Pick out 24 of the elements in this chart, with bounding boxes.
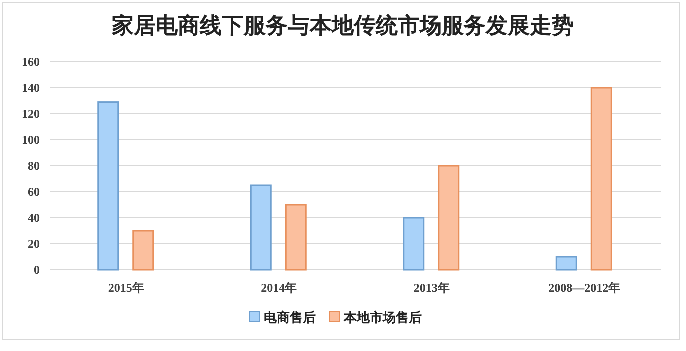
bar bbox=[98, 102, 120, 271]
bar bbox=[590, 87, 612, 271]
legend-label: 电商售后 bbox=[264, 310, 316, 325]
bar bbox=[438, 165, 460, 271]
legend-label: 本地市场售后 bbox=[343, 310, 422, 325]
y-tick-label: 100 bbox=[22, 133, 40, 147]
y-tick-label: 160 bbox=[22, 55, 40, 69]
x-tick-label: 2013年 bbox=[414, 281, 450, 295]
x-tick-label: 2015年 bbox=[108, 281, 144, 295]
bar bbox=[250, 184, 272, 271]
y-tick-label: 140 bbox=[22, 81, 40, 95]
chart-title: 家居电商线下服务与本地传统市场服务发展走势 bbox=[111, 13, 574, 38]
bar bbox=[285, 204, 307, 271]
y-tick-label: 20 bbox=[28, 237, 40, 251]
y-tick-label: 40 bbox=[28, 211, 40, 225]
y-tick-label: 60 bbox=[28, 185, 40, 199]
y-tick-label: 80 bbox=[28, 159, 40, 173]
y-tick-label: 0 bbox=[34, 263, 40, 277]
x-tick-label: 2008—2012年 bbox=[548, 281, 621, 295]
bar bbox=[556, 256, 578, 271]
bar bbox=[132, 230, 154, 271]
bar bbox=[403, 217, 425, 271]
x-tick-label: 2014年 bbox=[261, 281, 298, 295]
y-tick-label: 120 bbox=[22, 107, 40, 121]
